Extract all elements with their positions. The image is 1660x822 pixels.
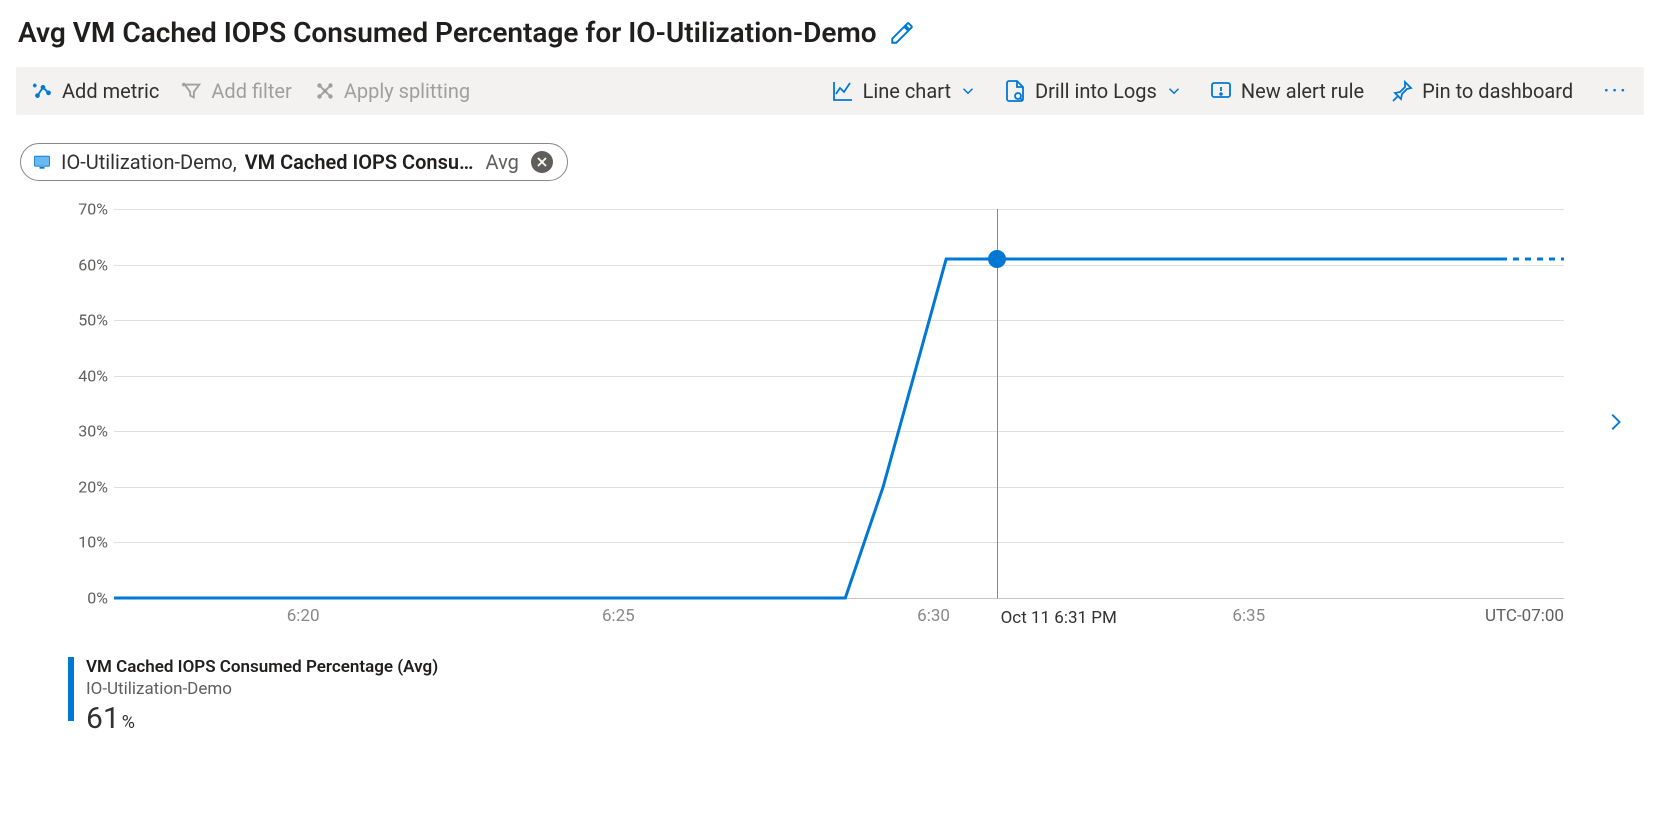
add-metric-icon [32, 80, 54, 102]
alert-icon [1209, 79, 1233, 103]
chart[interactable]: 0%10%20%30%40%50%60%70%6:206:256:306:35U… [64, 209, 1584, 639]
splitting-icon [314, 80, 336, 102]
y-axis-label: 10% [62, 533, 108, 552]
new-alert-label: New alert rule [1241, 79, 1364, 103]
add-metric-button[interactable]: Add metric [32, 79, 159, 103]
drill-logs-dropdown[interactable]: Drill into Logs [1003, 79, 1183, 103]
x-axis-label: 6:20 [287, 606, 320, 626]
pin-button[interactable]: Pin to dashboard [1390, 79, 1573, 103]
y-axis-label: 0% [62, 589, 108, 608]
filter-icon [181, 80, 203, 102]
chevron-down-icon [959, 82, 977, 100]
x-axis-label: 6:25 [602, 606, 635, 626]
add-metric-label: Add metric [62, 79, 159, 103]
chevron-down-icon [1165, 82, 1183, 100]
pill-metric: VM Cached IOPS Consu… [245, 150, 474, 174]
add-filter-label: Add filter [211, 79, 291, 103]
apply-splitting-button: Apply splitting [314, 79, 470, 103]
hover-label: Oct 11 6:31 PM [1001, 608, 1117, 628]
page-title: Avg VM Cached IOPS Consumed Percentage f… [18, 16, 877, 49]
legend: VM Cached IOPS Consumed Percentage (Avg)… [68, 657, 1644, 736]
pill-resource: IO-Utilization-Demo, [61, 150, 237, 174]
pill-aggregation: Avg [486, 150, 519, 174]
y-axis-label: 60% [62, 255, 108, 274]
legend-subtitle: IO-Utilization-Demo [86, 679, 438, 699]
y-axis-label: 50% [62, 311, 108, 330]
drill-logs-label: Drill into Logs [1035, 79, 1157, 103]
edit-icon[interactable] [889, 20, 915, 46]
timezone-label: UTC-07:00 [1485, 606, 1564, 626]
y-axis-label: 40% [62, 366, 108, 385]
y-axis-label: 30% [62, 422, 108, 441]
apply-splitting-label: Apply splitting [344, 79, 470, 103]
new-alert-button[interactable]: New alert rule [1209, 79, 1364, 103]
chart-type-dropdown[interactable]: Line chart [831, 79, 977, 103]
legend-value-number: 61 [86, 701, 120, 736]
vm-icon [31, 151, 53, 173]
add-filter-button: Add filter [181, 79, 291, 103]
hover-point [988, 250, 1006, 268]
legend-value: 61% [86, 701, 438, 736]
remove-metric-icon[interactable] [531, 151, 553, 173]
x-axis-label: 6:35 [1232, 606, 1265, 626]
y-axis-label: 20% [62, 477, 108, 496]
legend-title: VM Cached IOPS Consumed Percentage (Avg) [86, 657, 438, 677]
legend-value-unit: % [122, 712, 135, 733]
more-menu-button[interactable]: ··· [1603, 77, 1628, 105]
x-axis-label: 6:30 [917, 606, 950, 626]
toolbar: Add metric Add filter Apply splitting [16, 67, 1644, 115]
y-axis-label: 70% [62, 200, 108, 219]
pin-icon [1390, 79, 1414, 103]
line-chart-icon [831, 79, 855, 103]
legend-color-bar [68, 657, 74, 721]
chart-next-arrow[interactable] [1604, 405, 1626, 443]
logs-icon [1003, 79, 1027, 103]
series-line [114, 209, 1564, 598]
pin-label: Pin to dashboard [1422, 79, 1573, 103]
metric-pill[interactable]: IO-Utilization-Demo, VM Cached IOPS Cons… [20, 143, 568, 181]
chart-type-label: Line chart [863, 79, 951, 103]
